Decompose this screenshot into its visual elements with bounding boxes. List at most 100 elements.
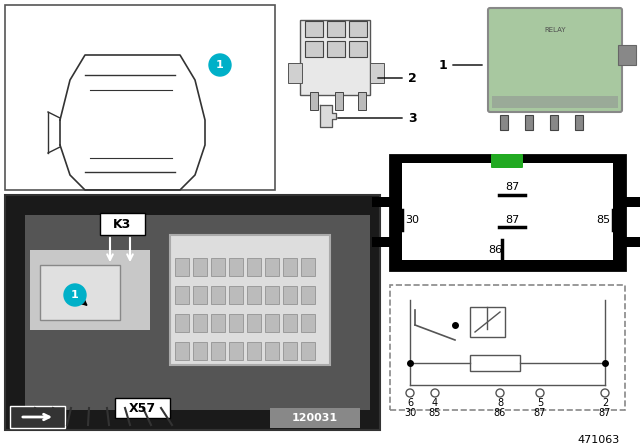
Bar: [301, 314, 315, 332]
Text: 86: 86: [488, 245, 502, 255]
Text: 1: 1: [216, 60, 224, 70]
Circle shape: [406, 389, 414, 397]
Text: 3: 3: [408, 112, 417, 125]
Bar: [247, 286, 261, 304]
Bar: [370, 63, 384, 83]
Text: 87: 87: [505, 182, 519, 192]
Bar: [193, 258, 207, 276]
Bar: [229, 258, 243, 276]
Bar: [175, 342, 189, 360]
Bar: [288, 63, 302, 83]
Circle shape: [64, 284, 86, 306]
Text: X57: X57: [129, 401, 156, 414]
Bar: [5, 195, 380, 430]
Bar: [265, 342, 279, 360]
Bar: [327, 41, 345, 57]
Bar: [229, 342, 243, 360]
Bar: [283, 258, 297, 276]
Bar: [492, 96, 618, 108]
Bar: [115, 398, 170, 418]
Bar: [100, 213, 145, 235]
Bar: [575, 115, 583, 130]
Bar: [618, 45, 636, 65]
Text: 2: 2: [408, 72, 417, 85]
Bar: [301, 342, 315, 360]
Text: RELAY: RELAY: [544, 27, 566, 33]
Bar: [5, 5, 275, 190]
Bar: [372, 237, 392, 247]
Text: 87: 87: [534, 408, 546, 418]
Bar: [470, 307, 505, 337]
Text: 30: 30: [405, 215, 419, 225]
Bar: [247, 314, 261, 332]
Bar: [305, 21, 323, 37]
Text: 120031: 120031: [292, 413, 338, 423]
Bar: [402, 163, 613, 260]
Circle shape: [536, 389, 544, 397]
Text: 87: 87: [599, 408, 611, 418]
Bar: [335, 92, 343, 110]
Bar: [327, 21, 345, 37]
Bar: [301, 258, 315, 276]
Text: 5: 5: [537, 398, 543, 408]
Bar: [25, 215, 370, 410]
Bar: [265, 258, 279, 276]
Text: 30: 30: [404, 408, 416, 418]
Bar: [229, 286, 243, 304]
Bar: [500, 115, 508, 130]
Bar: [247, 258, 261, 276]
Circle shape: [601, 389, 609, 397]
Bar: [525, 115, 533, 130]
Bar: [372, 197, 392, 207]
Circle shape: [496, 389, 504, 397]
Bar: [211, 342, 225, 360]
Bar: [193, 286, 207, 304]
Text: 1: 1: [71, 290, 79, 300]
Bar: [283, 314, 297, 332]
Bar: [175, 314, 189, 332]
Circle shape: [431, 389, 439, 397]
Bar: [305, 41, 323, 57]
Bar: [349, 21, 367, 37]
Bar: [170, 235, 330, 365]
Bar: [265, 286, 279, 304]
Bar: [310, 92, 318, 110]
Bar: [211, 258, 225, 276]
Bar: [283, 286, 297, 304]
Bar: [470, 355, 520, 371]
Text: 471063: 471063: [578, 435, 620, 445]
Bar: [211, 314, 225, 332]
Bar: [390, 285, 625, 410]
Text: 85: 85: [429, 408, 441, 418]
Bar: [270, 408, 360, 428]
Bar: [211, 286, 225, 304]
Bar: [390, 155, 625, 270]
Text: 87: 87: [505, 215, 519, 225]
Bar: [358, 92, 366, 110]
Bar: [30, 250, 150, 330]
Polygon shape: [320, 105, 336, 127]
Bar: [623, 197, 640, 207]
Text: 85: 85: [596, 215, 610, 225]
Bar: [247, 342, 261, 360]
Bar: [40, 265, 120, 320]
Bar: [301, 286, 315, 304]
FancyBboxPatch shape: [488, 8, 622, 112]
FancyBboxPatch shape: [491, 154, 523, 168]
Bar: [349, 41, 367, 57]
Bar: [265, 314, 279, 332]
Bar: [283, 342, 297, 360]
Circle shape: [209, 54, 231, 76]
Text: 1: 1: [438, 59, 447, 72]
Text: 8: 8: [497, 398, 503, 408]
Bar: [193, 342, 207, 360]
Bar: [175, 258, 189, 276]
Bar: [10, 406, 65, 428]
Bar: [300, 20, 370, 95]
Text: 6: 6: [407, 398, 413, 408]
Bar: [175, 286, 189, 304]
Text: K3: K3: [113, 217, 131, 231]
Bar: [229, 314, 243, 332]
Text: 4: 4: [432, 398, 438, 408]
Bar: [550, 115, 558, 130]
